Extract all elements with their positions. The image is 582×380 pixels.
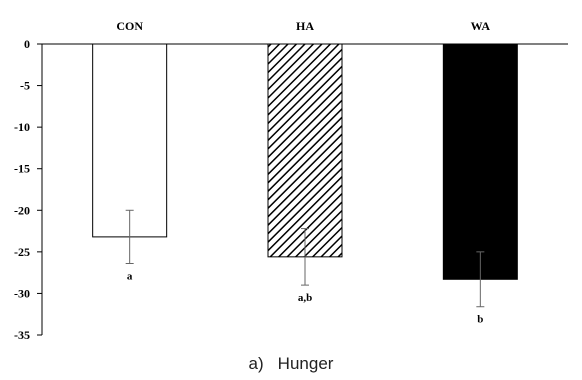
bar-wa	[442, 43, 518, 280]
caption-number: a)	[248, 354, 264, 373]
y-tick-label: -30	[14, 286, 30, 300]
caption-text: Hunger	[277, 354, 334, 373]
labels: 0 -5 -10 -15 -20 -25 -30 -35 CON a HA a,b WA b	[14, 19, 490, 342]
significance-label: a	[127, 270, 133, 282]
bar-chart: 0 -5 -10 -15 -20 -25 -30 -35 CON a HA a,b WA b	[14, 19, 568, 342]
y-tick-label: -10	[14, 120, 30, 134]
y-tick-label: -15	[14, 162, 30, 176]
category-label-ha: HA	[296, 19, 314, 33]
y-tick-label: -20	[14, 203, 30, 217]
figure-caption: a) Hunger	[0, 354, 582, 374]
bars	[92, 43, 518, 308]
bar-con	[92, 43, 168, 238]
y-tick-label: -35	[14, 328, 30, 342]
y-tick-label: -5	[20, 79, 30, 93]
y-tick-label: 0	[24, 37, 30, 51]
y-tick-label: -25	[14, 245, 30, 259]
category-label-wa: WA	[471, 19, 491, 33]
significance-label: a,b	[298, 292, 312, 304]
bar-ha	[267, 43, 343, 258]
category-label-con: CON	[116, 19, 143, 33]
significance-label: b	[477, 314, 483, 326]
